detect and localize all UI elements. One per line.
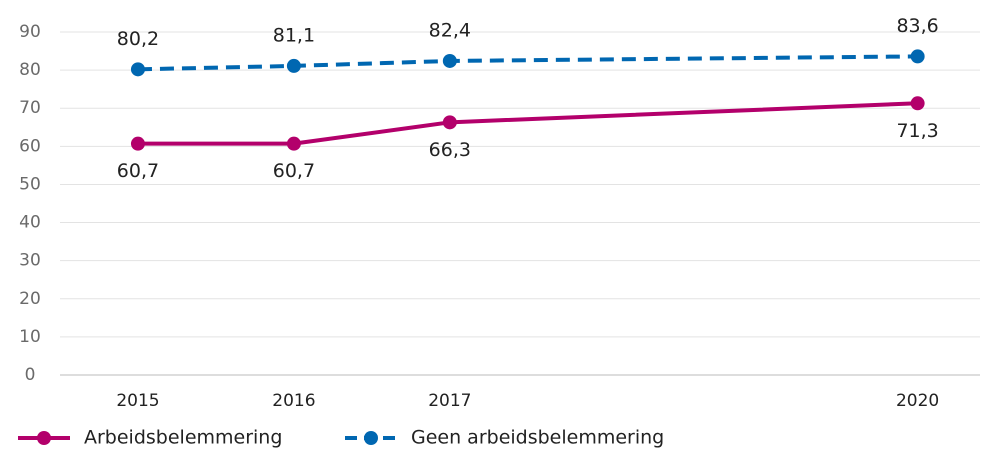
y-tick-label: 40 xyxy=(19,213,41,233)
y-tick-label: 90 xyxy=(19,22,41,42)
legend-marker xyxy=(364,431,378,445)
value-label: 80,2 xyxy=(117,28,159,50)
x-tick-label: 2017 xyxy=(428,391,471,411)
value-label: 81,1 xyxy=(273,24,315,46)
y-tick-label: 70 xyxy=(19,98,41,118)
value-label: 66,3 xyxy=(429,139,471,161)
y-tick-label: 80 xyxy=(19,60,41,80)
value-label: 82,4 xyxy=(429,19,471,41)
value-label: 71,3 xyxy=(896,120,938,142)
data-point xyxy=(130,62,145,77)
series-line xyxy=(137,54,918,72)
y-tick-label: 0 xyxy=(25,365,36,385)
legend-label: Geen arbeidsbelemmering xyxy=(411,427,664,449)
y-tick-label: 30 xyxy=(19,251,41,271)
value-label: 60,7 xyxy=(117,160,159,182)
data-point xyxy=(442,53,457,68)
y-tick-label: 20 xyxy=(19,289,41,309)
value-label: 60,7 xyxy=(273,160,315,182)
data-point xyxy=(130,136,145,151)
x-tick-label: 2020 xyxy=(896,391,939,411)
legend-marker xyxy=(37,431,51,445)
legend-label: Arbeidsbelemmering xyxy=(84,427,282,449)
data-point xyxy=(910,96,925,111)
data-point xyxy=(286,58,301,73)
y-tick-label: 50 xyxy=(19,174,41,194)
data-point xyxy=(442,115,457,130)
y-tick-label: 10 xyxy=(19,327,41,347)
y-tick-label: 60 xyxy=(19,136,41,156)
value-label: 83,6 xyxy=(896,15,938,37)
x-tick-label: 2016 xyxy=(272,391,315,411)
x-tick-label: 2015 xyxy=(116,391,159,411)
data-point xyxy=(286,136,301,151)
series-line xyxy=(137,101,918,146)
data-point xyxy=(910,49,925,64)
